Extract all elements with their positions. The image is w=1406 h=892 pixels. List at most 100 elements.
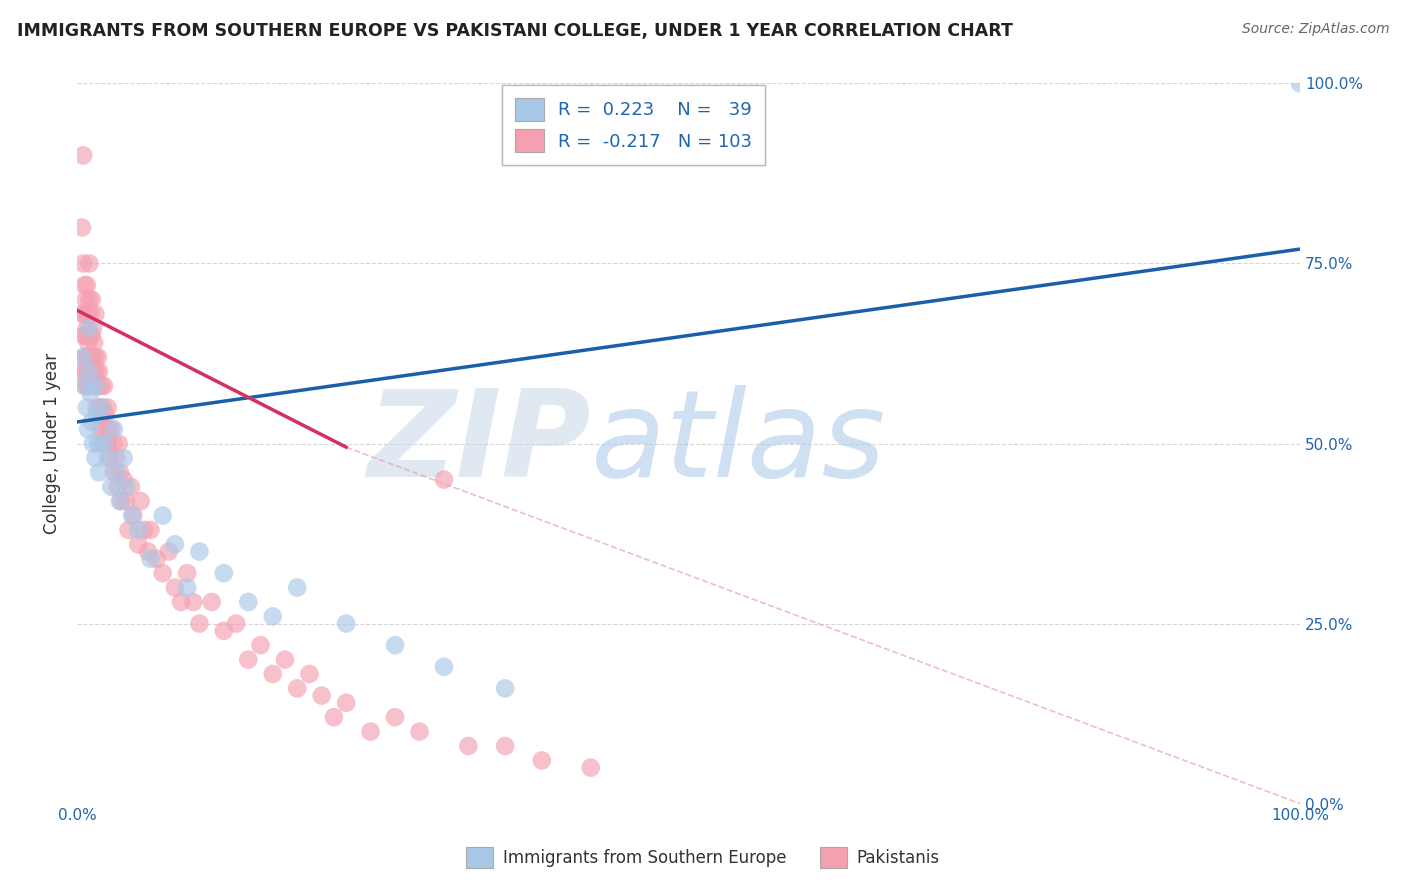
Point — [249, 638, 271, 652]
Point — [112, 450, 135, 465]
Point — [79, 379, 101, 393]
Point — [84, 379, 107, 393]
Point — [80, 293, 103, 307]
Text: Source: ZipAtlas.com: Source: ZipAtlas.com — [1241, 22, 1389, 37]
Point — [77, 335, 100, 350]
Point — [79, 328, 101, 343]
Point — [579, 761, 602, 775]
Point — [112, 473, 135, 487]
Point — [90, 379, 112, 393]
Point — [84, 350, 107, 364]
Point — [83, 335, 105, 350]
Point — [86, 364, 108, 378]
Point — [139, 523, 162, 537]
Point — [139, 551, 162, 566]
Point — [181, 595, 204, 609]
Point — [384, 710, 406, 724]
Point — [100, 422, 122, 436]
Point — [82, 379, 104, 393]
Point — [274, 652, 297, 666]
Point — [73, 379, 96, 393]
Point — [97, 422, 120, 436]
Point — [89, 422, 111, 436]
Point — [70, 220, 93, 235]
Point — [94, 408, 117, 422]
Point — [117, 523, 139, 537]
Point — [72, 256, 94, 270]
Point — [494, 681, 516, 696]
Legend: Immigrants from Southern Europe, Pakistanis: Immigrants from Southern Europe, Pakista… — [460, 840, 946, 875]
Point — [225, 616, 247, 631]
Point — [79, 386, 101, 401]
Point — [73, 350, 96, 364]
Point — [176, 566, 198, 581]
Point — [103, 466, 125, 480]
Point — [176, 581, 198, 595]
Point — [87, 379, 110, 393]
Point — [163, 581, 186, 595]
Point — [70, 307, 93, 321]
Point — [76, 321, 98, 335]
Point — [285, 681, 308, 696]
Point — [105, 450, 128, 465]
Point — [90, 408, 112, 422]
Point — [163, 537, 186, 551]
Point — [122, 508, 145, 523]
Point — [76, 401, 98, 415]
Point — [105, 466, 128, 480]
Point — [82, 321, 104, 335]
Point — [115, 494, 138, 508]
Y-axis label: College, Under 1 year: College, Under 1 year — [44, 353, 60, 534]
Point — [84, 307, 107, 321]
Point — [97, 401, 120, 415]
Point — [115, 480, 138, 494]
Point — [87, 350, 110, 364]
Point — [97, 450, 120, 465]
Point — [73, 278, 96, 293]
Point — [79, 293, 101, 307]
Point — [79, 364, 101, 378]
Text: IMMIGRANTS FROM SOUTHERN EUROPE VS PAKISTANI COLLEGE, UNDER 1 YEAR CORRELATION C: IMMIGRANTS FROM SOUTHERN EUROPE VS PAKIS… — [17, 22, 1012, 40]
Point — [108, 466, 131, 480]
Point — [93, 422, 115, 436]
Point — [98, 450, 121, 465]
Point — [121, 508, 143, 523]
Point — [72, 350, 94, 364]
Point — [110, 494, 132, 508]
Point — [136, 544, 159, 558]
Point — [90, 401, 112, 415]
Point — [86, 408, 108, 422]
Point — [107, 480, 129, 494]
Point — [80, 328, 103, 343]
Point — [82, 436, 104, 450]
Point — [238, 595, 260, 609]
Point — [87, 466, 110, 480]
Point — [201, 595, 224, 609]
Point — [322, 710, 344, 724]
Point — [262, 609, 284, 624]
Point — [96, 436, 118, 450]
Point — [127, 523, 149, 537]
Point — [72, 328, 94, 343]
Point — [87, 436, 110, 450]
Text: ZIP: ZIP — [367, 385, 591, 502]
Point — [75, 379, 97, 393]
Point — [75, 364, 97, 378]
Point — [134, 523, 156, 537]
Point — [77, 422, 100, 436]
Point — [82, 350, 104, 364]
Point — [262, 667, 284, 681]
Point — [87, 401, 110, 415]
Point — [79, 350, 101, 364]
Point — [129, 494, 152, 508]
Point — [72, 148, 94, 162]
Point — [77, 307, 100, 321]
Point — [360, 724, 382, 739]
Point — [75, 328, 97, 343]
Point — [188, 616, 211, 631]
Point — [127, 537, 149, 551]
Point — [79, 307, 101, 321]
Point — [103, 422, 125, 436]
Point — [152, 566, 174, 581]
Point — [238, 652, 260, 666]
